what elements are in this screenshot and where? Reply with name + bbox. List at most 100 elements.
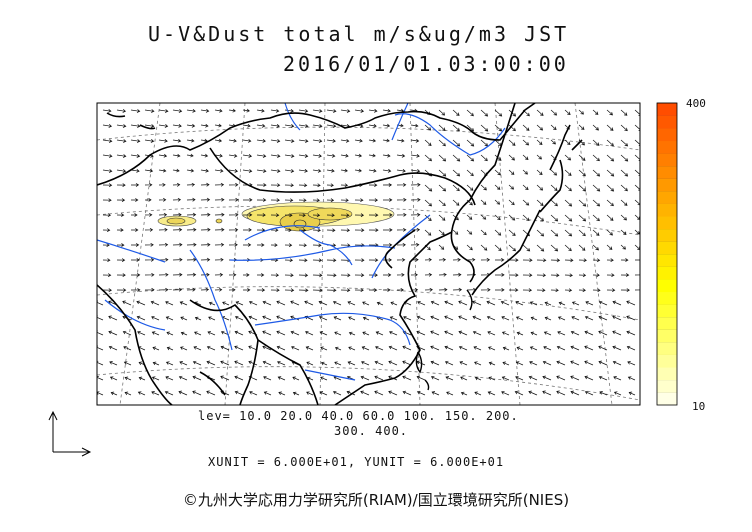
- wind-vector: [382, 153, 391, 158]
- wind-vector: [158, 287, 169, 292]
- wind-vector: [130, 124, 141, 128]
- wind-vector: [206, 390, 216, 396]
- wind-vector: [606, 288, 616, 293]
- wind-vector: [152, 346, 160, 351]
- wind-vector: [228, 242, 238, 247]
- wind-vector: [424, 199, 432, 207]
- wind-vector: [578, 124, 585, 130]
- wind-vector: [438, 244, 445, 250]
- wind-vector: [320, 346, 328, 351]
- wind-vector: [270, 139, 281, 143]
- wind-vector: [166, 331, 174, 336]
- wind-vector: [186, 212, 197, 217]
- wind-vector: [612, 360, 622, 366]
- wind-vector: [165, 300, 174, 306]
- wind-vector: [165, 316, 174, 321]
- wind-vector: [585, 301, 594, 306]
- wind-vector: [446, 391, 454, 396]
- wind-vector: [550, 273, 560, 278]
- wind-vector: [626, 345, 636, 351]
- colorbar-segment: [657, 367, 677, 381]
- wind-vector: [452, 139, 461, 147]
- wind-vector: [326, 288, 337, 293]
- wind-vector: [542, 360, 552, 366]
- wind-vector: [122, 330, 132, 336]
- wind-vector: [186, 197, 196, 202]
- wind-vector: [620, 258, 629, 262]
- wind-vector: [284, 243, 293, 248]
- wind-vector: [102, 198, 112, 203]
- wind-vector: [382, 273, 392, 277]
- wind-vector: [130, 183, 140, 187]
- wind-vector: [578, 258, 587, 263]
- wind-vector: [284, 258, 294, 263]
- wind-vector: [550, 214, 559, 222]
- wind-vector: [242, 228, 252, 232]
- wind-vector: [256, 139, 266, 143]
- wind-vector: [578, 229, 586, 237]
- wind-vector: [564, 273, 573, 278]
- wind-vector: [306, 361, 314, 366]
- wind-vector: [430, 315, 440, 321]
- wind-vector: [480, 154, 488, 162]
- colorbar-segment: [657, 304, 677, 318]
- wind-vector: [200, 287, 210, 292]
- wind-vector: [402, 360, 412, 366]
- wind-vector: [543, 331, 552, 336]
- wind-vector: [298, 154, 309, 158]
- wind-vector: [466, 214, 473, 220]
- wind-vector: [430, 345, 440, 351]
- wind-vector: [564, 214, 573, 222]
- wind-vector: [326, 183, 334, 188]
- wind-vector: [634, 169, 640, 176]
- wind-vector: [473, 346, 482, 351]
- wind-vector: [186, 168, 195, 173]
- wind-vector: [424, 229, 432, 236]
- wind-vector: [102, 183, 113, 188]
- wind-vector: [158, 227, 168, 232]
- wind-vector: [444, 330, 454, 336]
- wind-vector: [382, 108, 391, 113]
- wind-vector: [487, 331, 496, 336]
- wind-vector: [270, 243, 278, 247]
- wind-vector: [522, 169, 528, 175]
- wind-vector: [263, 391, 272, 396]
- wind-vector: [292, 376, 300, 381]
- wind-vector: [634, 274, 640, 276]
- wind-vector: [158, 124, 169, 128]
- wind-vector: [284, 169, 295, 173]
- wind-vector: [382, 288, 391, 292]
- wind-vector: [270, 273, 280, 278]
- wind-vector: [438, 184, 447, 192]
- wind-vector: [480, 229, 487, 236]
- wind-vector: [438, 229, 445, 236]
- wind-vector: [550, 229, 559, 237]
- wind-vector: [172, 287, 183, 292]
- wind-vector: [214, 287, 223, 292]
- wind-vector: [242, 123, 251, 128]
- wind-vector: [172, 257, 183, 262]
- wind-vector: [396, 169, 406, 173]
- map-frame-border: [96, 102, 641, 406]
- wind-vector: [312, 109, 323, 113]
- wind-vector: [354, 138, 363, 143]
- wind-vector: [578, 244, 586, 251]
- wind-vector: [102, 288, 112, 293]
- wind-vector: [220, 345, 230, 351]
- wind-vector: [200, 227, 211, 232]
- wind-vector: [186, 242, 197, 247]
- wind-vector: [438, 154, 447, 162]
- wind-vector: [319, 391, 328, 396]
- wind-vector: [270, 228, 279, 233]
- wind-vector: [368, 123, 377, 128]
- wind-vector: [606, 258, 614, 263]
- wind-vector: [242, 273, 250, 277]
- colorbar-border: [656, 102, 678, 406]
- wind-vector: [116, 183, 126, 187]
- wind-vector: [172, 182, 181, 187]
- wind-vector: [158, 197, 167, 202]
- wind-vector: [488, 361, 496, 366]
- wind-vector: [214, 182, 225, 187]
- wind-vector: [515, 316, 524, 321]
- wind-vector: [486, 300, 496, 306]
